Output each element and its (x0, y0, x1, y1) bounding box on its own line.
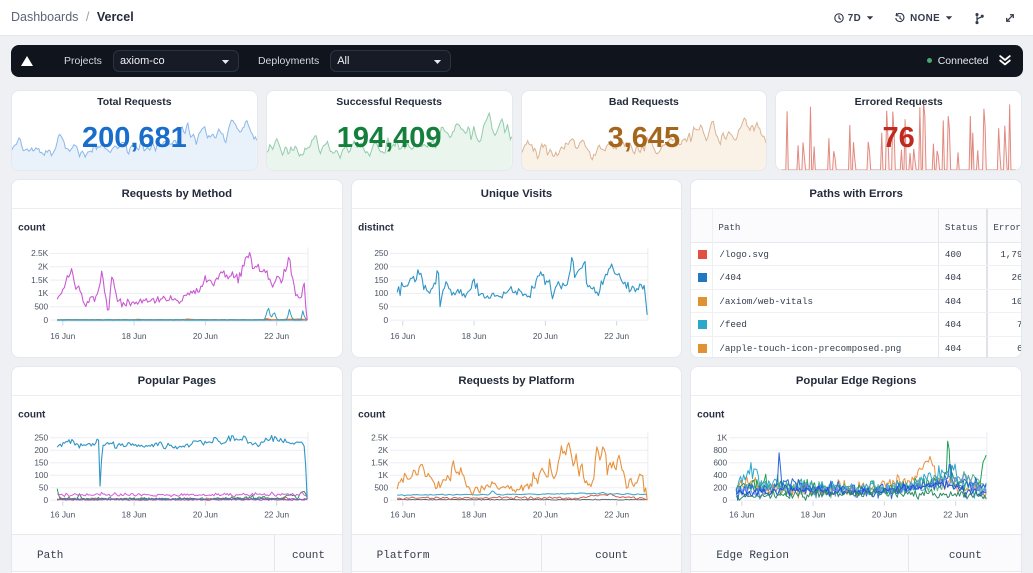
svg-text:16 Jun: 16 Jun (50, 331, 75, 341)
svg-text:200: 200 (714, 482, 728, 492)
svg-text:1K: 1K (38, 288, 49, 298)
svg-text:800: 800 (714, 445, 728, 455)
svg-text:16 Jun: 16 Jun (50, 509, 75, 519)
svg-text:150: 150 (34, 457, 48, 467)
svg-text:250: 250 (374, 248, 388, 258)
svg-text:1.5K: 1.5K (371, 457, 389, 467)
svg-text:count: count (18, 409, 46, 420)
svg-text:18 Jun: 18 Jun (122, 331, 147, 341)
svg-text:500: 500 (34, 302, 48, 312)
svg-text:count: count (697, 409, 725, 420)
svg-text:20 Jun: 20 Jun (533, 331, 558, 341)
svg-text:22 Jun: 22 Jun (604, 509, 629, 519)
svg-text:200: 200 (374, 262, 388, 272)
svg-text:1.5K: 1.5K (31, 275, 49, 285)
svg-text:50: 50 (39, 482, 49, 492)
svg-text:1K: 1K (717, 432, 728, 442)
svg-text:20 Jun: 20 Jun (193, 331, 218, 341)
svg-text:16 Jun: 16 Jun (730, 509, 755, 519)
svg-text:20 Jun: 20 Jun (533, 509, 558, 519)
svg-text:18 Jun: 18 Jun (461, 331, 486, 341)
svg-text:22 Jun: 22 Jun (264, 331, 289, 341)
svg-text:0: 0 (44, 495, 49, 505)
svg-text:count: count (358, 409, 386, 420)
svg-text:100: 100 (34, 470, 48, 480)
svg-text:18 Jun: 18 Jun (122, 509, 147, 519)
svg-text:50: 50 (379, 302, 389, 312)
svg-text:250: 250 (34, 432, 48, 442)
svg-text:distinct: distinct (358, 223, 394, 234)
svg-text:18 Jun: 18 Jun (461, 509, 486, 519)
svg-text:100: 100 (374, 288, 388, 298)
svg-text:200: 200 (34, 445, 48, 455)
svg-text:2K: 2K (38, 262, 49, 272)
svg-text:22 Jun: 22 Jun (944, 509, 969, 519)
svg-text:22 Jun: 22 Jun (264, 509, 289, 519)
svg-text:16 Jun: 16 Jun (390, 331, 415, 341)
svg-text:0: 0 (723, 495, 728, 505)
svg-text:2K: 2K (378, 445, 389, 455)
svg-text:count: count (18, 223, 46, 234)
svg-text:16 Jun: 16 Jun (390, 509, 415, 519)
svg-text:20 Jun: 20 Jun (193, 509, 218, 519)
svg-text:18 Jun: 18 Jun (801, 509, 826, 519)
svg-text:600: 600 (714, 457, 728, 467)
svg-text:500: 500 (374, 482, 388, 492)
svg-text:0: 0 (383, 315, 388, 325)
svg-text:22 Jun: 22 Jun (604, 331, 629, 341)
svg-text:1K: 1K (378, 470, 389, 480)
svg-text:150: 150 (374, 275, 388, 285)
svg-text:2.5K: 2.5K (371, 432, 389, 442)
svg-text:0: 0 (383, 495, 388, 505)
svg-text:0: 0 (44, 315, 49, 325)
svg-text:2.5K: 2.5K (31, 248, 49, 258)
svg-text:20 Jun: 20 Jun (872, 509, 897, 519)
svg-text:400: 400 (714, 470, 728, 480)
